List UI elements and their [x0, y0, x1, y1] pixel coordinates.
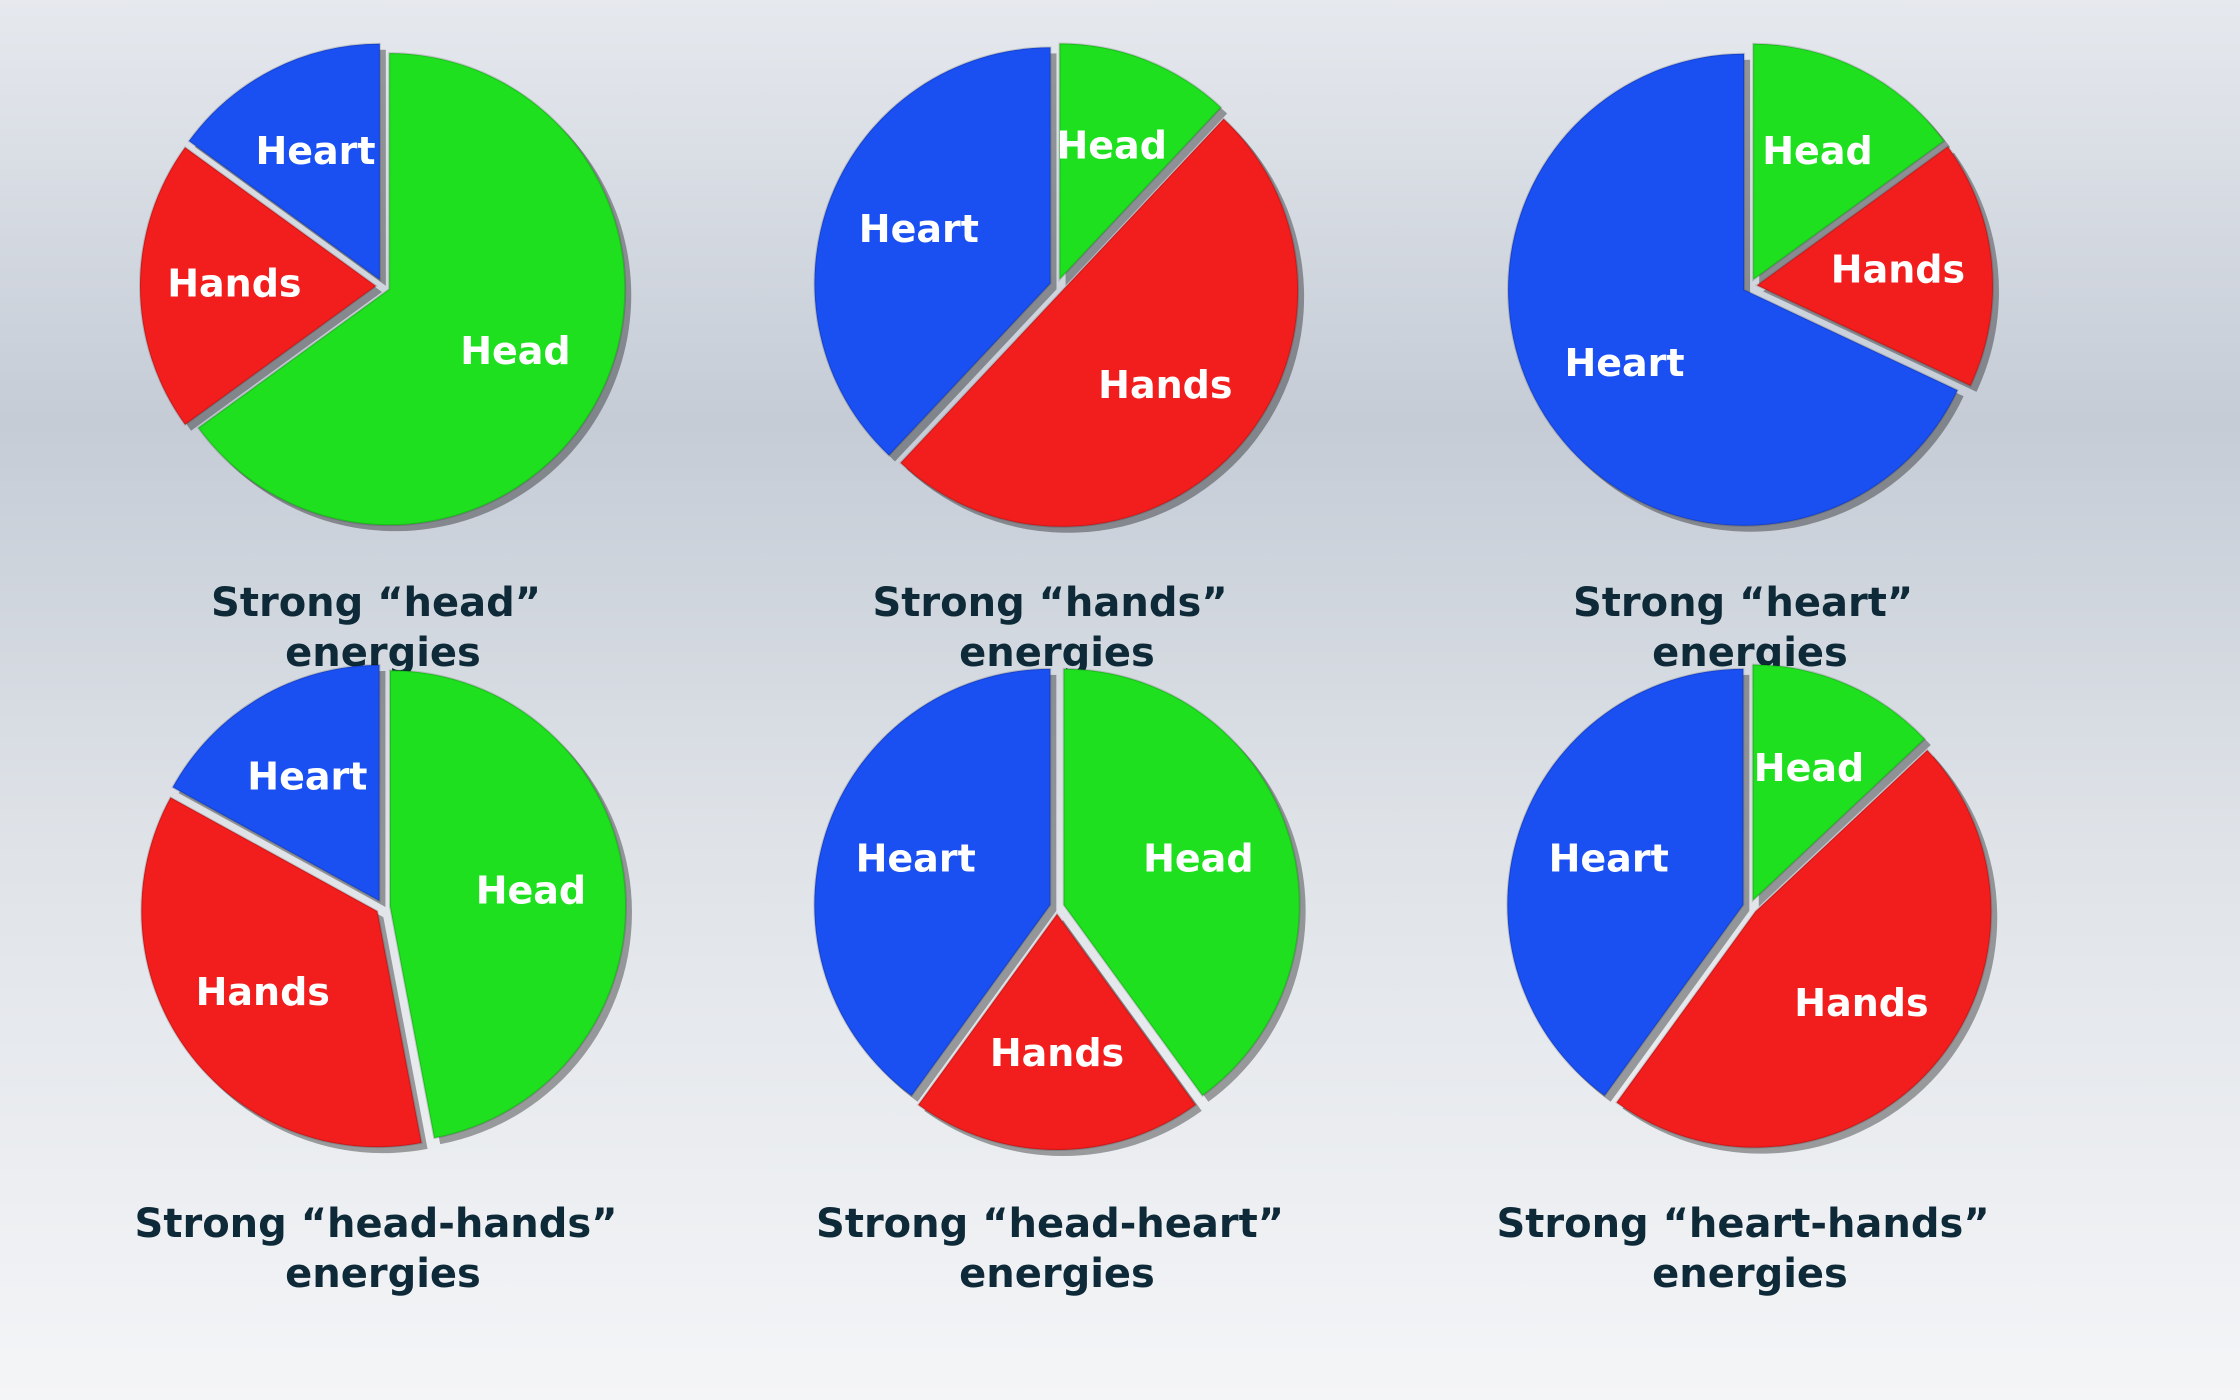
slice: [196, 52, 627, 527]
chart-title: Strong “hands” energies: [872, 580, 1241, 676]
slice: [1752, 42, 1946, 282]
slice-label: Hands: [1831, 248, 1965, 292]
slice: [1506, 667, 1745, 1098]
slice-label: Hands: [1794, 981, 1928, 1025]
chart-title: Strong “heart” energies: [1573, 580, 1927, 676]
title-line: energies: [1652, 630, 1848, 676]
slice-label: Hands: [990, 1031, 1124, 1075]
slice-label: Head: [1056, 123, 1166, 167]
chart-title: Strong “head” energies: [211, 580, 555, 676]
slice-label: Heart: [1564, 341, 1684, 385]
pie: Head Hands Heart Strong “heart-hands” energ…: [1496, 663, 2004, 1297]
slice: [1755, 145, 1994, 388]
slice-label: Heart: [1549, 837, 1669, 881]
title-line: Strong “head-hands”: [135, 1201, 632, 1247]
slice-label: Head: [476, 869, 586, 913]
pie: Head Hands Heart Strong “head-hands” energi…: [135, 663, 632, 1297]
chart-title: Strong “head-heart” energies: [816, 1201, 1298, 1297]
slice-label: Heart: [255, 129, 375, 173]
title-line: Strong “head”: [211, 580, 555, 626]
slice: [187, 42, 381, 282]
slice: [813, 667, 1052, 1098]
slice: [140, 796, 423, 1149]
chart-title: Strong “head-hands” energies: [135, 1201, 632, 1297]
slice: [813, 46, 1052, 457]
title-line: energies: [959, 630, 1155, 676]
slice-label: Head: [1143, 837, 1253, 881]
title-line: Strong “hands”: [872, 580, 1241, 626]
slice-label: Head: [1762, 129, 1872, 173]
slice-label: Heart: [859, 207, 979, 251]
title-line: Strong “head-heart”: [816, 1201, 1298, 1247]
slice: [1615, 748, 1993, 1149]
slice: [916, 912, 1198, 1152]
slice-label: Heart: [247, 755, 367, 799]
title-line: Strong “heart-hands”: [1496, 1201, 2003, 1247]
slice: [1507, 52, 1959, 527]
slice: [1751, 663, 1927, 903]
pie: Head Hands Heart Strong “head” energies: [139, 42, 632, 676]
slice-label: Hands: [1098, 363, 1232, 407]
slice: [388, 669, 627, 1140]
pie: Head Hands Heart Strong “heart” energies: [1507, 42, 1999, 676]
slice-label: Hands: [196, 970, 330, 1014]
title-line: energies: [285, 630, 481, 676]
title-line: Strong “heart”: [1573, 580, 1927, 626]
slice: [139, 145, 378, 427]
slice: [1062, 667, 1301, 1098]
title-line: energies: [959, 1251, 1155, 1297]
chart-title: Strong “heart-hands” energies: [1496, 1201, 2003, 1297]
slice: [1058, 42, 1223, 283]
pie: Head Hands Heart Strong “head-heart” energi…: [813, 667, 1306, 1297]
slice: [171, 663, 381, 903]
slice-label: Heart: [856, 837, 976, 881]
title-line: energies: [1652, 1251, 1848, 1297]
slice-label: Head: [460, 329, 570, 373]
slice-label: Head: [1754, 746, 1864, 790]
pie: Head Hands Heart Strong “hands” energies: [813, 42, 1305, 676]
slice-label: Hands: [167, 262, 301, 306]
title-line: energies: [285, 1251, 481, 1297]
slice: [899, 117, 1300, 528]
